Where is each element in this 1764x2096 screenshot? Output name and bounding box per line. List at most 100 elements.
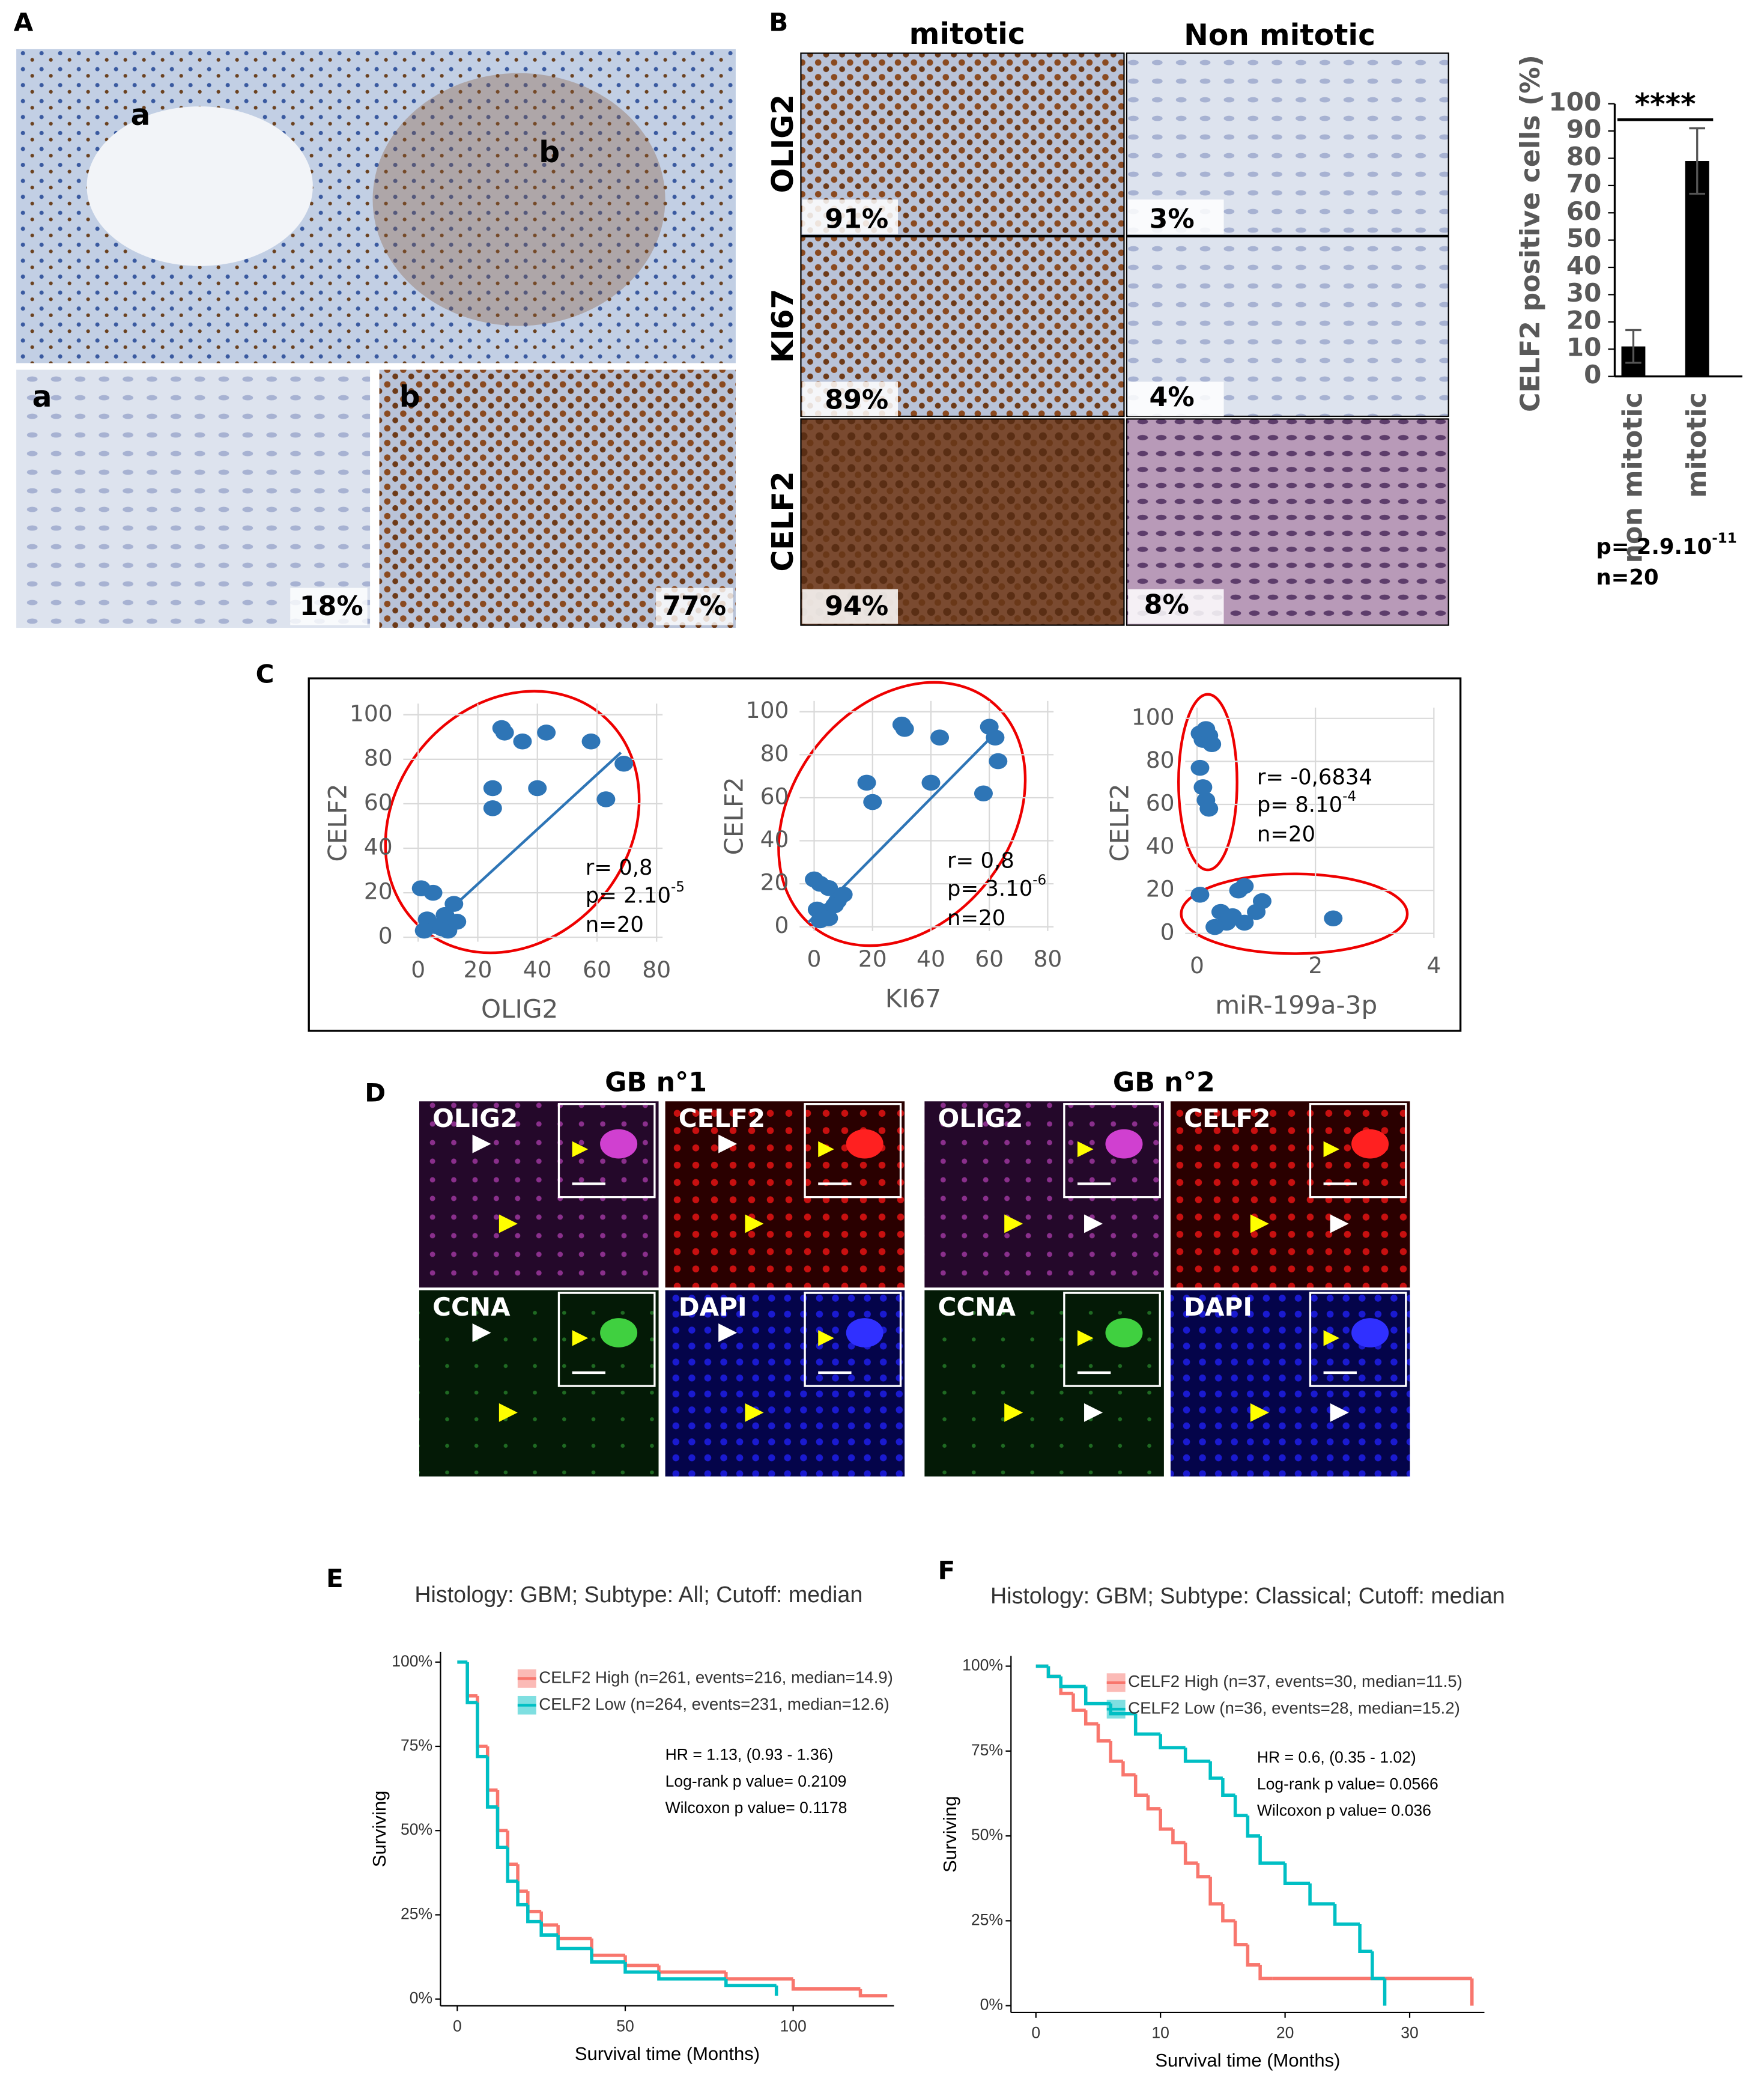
- significance-label: ****: [1635, 88, 1696, 121]
- y-tick-label: 100%: [392, 1652, 432, 1670]
- x-tick-label: 100: [780, 2017, 806, 2035]
- channel-label: DAPI: [1184, 1292, 1252, 1322]
- stat-label: Log-rank p value= 0.0566: [1257, 1775, 1438, 1793]
- error-bar: [1689, 127, 1706, 195]
- percent-label: 3%: [1150, 204, 1195, 235]
- micrograph-lumen: [86, 106, 313, 266]
- x-tick-label: 20: [1276, 2023, 1294, 2041]
- y-tick-label: 10: [1566, 333, 1602, 362]
- data-point: [1223, 908, 1242, 925]
- percent-label: 8%: [1144, 590, 1189, 621]
- stat-label: HR = 0.6, (0.35 - 1.02): [1257, 1748, 1416, 1766]
- stat-exponent: -6: [1032, 872, 1046, 888]
- data-point: [1193, 779, 1213, 795]
- y-axis-label: Surviving: [939, 1796, 960, 1873]
- survival-step: [1183, 1748, 1211, 1763]
- y-tick-label: 100%: [962, 1656, 1003, 1674]
- survival-step: [539, 1921, 559, 1937]
- arrowhead: [1077, 1330, 1094, 1346]
- percent-label: 94%: [825, 591, 888, 622]
- stat-label: p= 8.10-4: [1257, 789, 1356, 818]
- panel-label: F: [938, 1556, 955, 1585]
- y-tick-label: 50: [1566, 223, 1602, 253]
- survival-step: [1308, 1883, 1335, 1906]
- panel-frame: [308, 677, 1462, 1032]
- y-tick-label: 60: [364, 789, 393, 815]
- x-tick-label: 80: [1033, 946, 1062, 972]
- inset-cell: [600, 1129, 638, 1159]
- data-point: [1190, 887, 1210, 903]
- survival-step: [1233, 1795, 1248, 1817]
- survival-step: [526, 1904, 542, 1924]
- stat-label: r= 0,8: [947, 849, 1014, 873]
- survival-step: [1208, 1761, 1223, 1780]
- stat-text: p= 8.10: [1257, 793, 1342, 818]
- legend-entry: CELF2 Low (n=264, events=231, median=12.…: [539, 1695, 889, 1713]
- arrowhead: [499, 1214, 518, 1233]
- x-tick-label: 2: [1308, 952, 1323, 979]
- survival-step: [485, 1756, 498, 1809]
- stat-text: p= 2.10: [586, 883, 671, 908]
- sample-title: GB n°1: [605, 1067, 707, 1098]
- micrograph: [379, 369, 736, 628]
- data-point: [819, 910, 838, 926]
- panel-label: E: [326, 1564, 344, 1593]
- survival-step: [1196, 1863, 1211, 1879]
- cluster-ellipse: [777, 681, 1027, 947]
- stat-text: p= 2.9.10: [1596, 535, 1712, 559]
- data-point: [414, 922, 434, 939]
- x-tick-label: 10: [1151, 2023, 1169, 2041]
- stat-exponent: -4: [1342, 789, 1356, 804]
- data-point: [1205, 919, 1225, 935]
- survival-step: [1133, 1775, 1148, 1797]
- panel-label: C: [256, 659, 274, 688]
- data-point: [483, 800, 502, 816]
- survival-step: [1208, 1876, 1223, 1906]
- y-tick-label: 40: [364, 834, 393, 860]
- x-axis-label: Survival time (Months): [575, 2043, 760, 2064]
- stat-label: Wilcoxon p value= 0.1178: [665, 1799, 847, 1817]
- survival-step: [1084, 1710, 1099, 1726]
- x-tick-label: 0: [807, 946, 822, 972]
- survival-step: [1159, 1808, 1173, 1831]
- x-tick-label: 0: [411, 956, 425, 983]
- survival-step: [657, 1965, 726, 1974]
- channel-label: OLIG2: [938, 1104, 1023, 1133]
- arrowhead: [818, 1141, 834, 1158]
- y-tick-label: 80: [1566, 142, 1602, 171]
- data-point: [537, 724, 556, 741]
- data-point: [1202, 736, 1222, 753]
- data-point: [986, 729, 1005, 746]
- survival-step: [724, 1978, 777, 1987]
- y-tick-label: 75%: [971, 1741, 1003, 1759]
- survival-step: [1046, 1666, 1061, 1678]
- y-tick-label: 50%: [971, 1826, 1003, 1844]
- x-tick-label: 20: [858, 946, 887, 972]
- y-tick-label: 20: [364, 878, 393, 905]
- percent-label: 89%: [825, 385, 888, 416]
- x-axis-label: miR-199a-3p: [1215, 991, 1377, 1020]
- survival-step: [1283, 1863, 1311, 1885]
- legend-entry: CELF2 High (n=37, events=30, median=11.5…: [1128, 1672, 1462, 1690]
- survival-step: [1221, 1904, 1235, 1923]
- data-point: [444, 896, 464, 912]
- arrowhead: [718, 1134, 738, 1153]
- survival-step: [1059, 1676, 1073, 1695]
- arrowhead: [1323, 1141, 1340, 1158]
- x-tick-label: 0: [1031, 2023, 1040, 2041]
- inset-cell: [846, 1129, 884, 1159]
- channel-label: CELF2: [679, 1104, 765, 1133]
- survival-step: [476, 1703, 488, 1758]
- survival-step: [1121, 1761, 1136, 1777]
- y-tick-label: 75%: [401, 1736, 432, 1754]
- stat-label: n=20: [1257, 822, 1315, 846]
- label-box: [656, 588, 733, 625]
- survival-step: [1146, 1795, 1161, 1811]
- survival-step: [791, 1978, 861, 1991]
- sample-title: GB n°2: [1113, 1067, 1215, 1098]
- arrowhead: [472, 1323, 491, 1343]
- survival-step: [496, 1806, 508, 1850]
- survival-step: [1233, 1921, 1248, 1946]
- y-axis-label: CELF2: [323, 783, 353, 861]
